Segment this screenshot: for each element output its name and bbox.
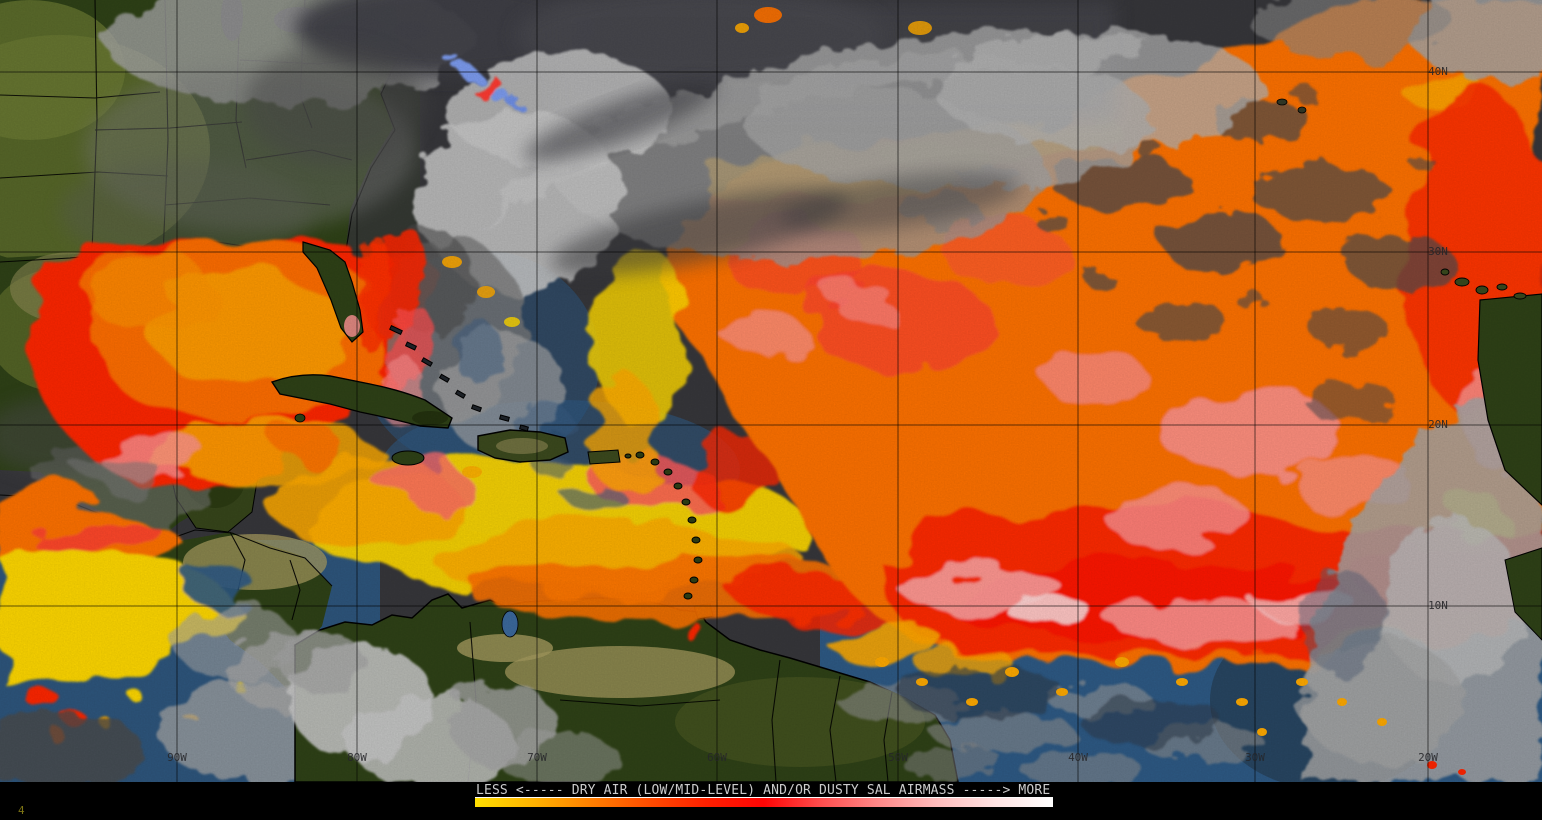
satellite-scene [0,0,1542,782]
corner-mark: 4 [18,804,25,817]
annotation-bar: LESS <----- DRY AIR (LOW/MID-LEVEL) AND/… [0,782,1542,820]
film-grain [0,0,1542,782]
satellite-map: 90W 80W 70W 60W 50W 40W 30W 20W 40N 30N … [0,0,1542,782]
colorbar [475,797,1053,807]
product-info-line: GOES-EAST: SAHARAN AIR LAYER TRACKING PR… [415,808,1177,820]
legend-scale-label: LESS <----- DRY AIR (LOW/MID-LEVEL) AND/… [476,783,1051,798]
graticule [0,0,1542,782]
